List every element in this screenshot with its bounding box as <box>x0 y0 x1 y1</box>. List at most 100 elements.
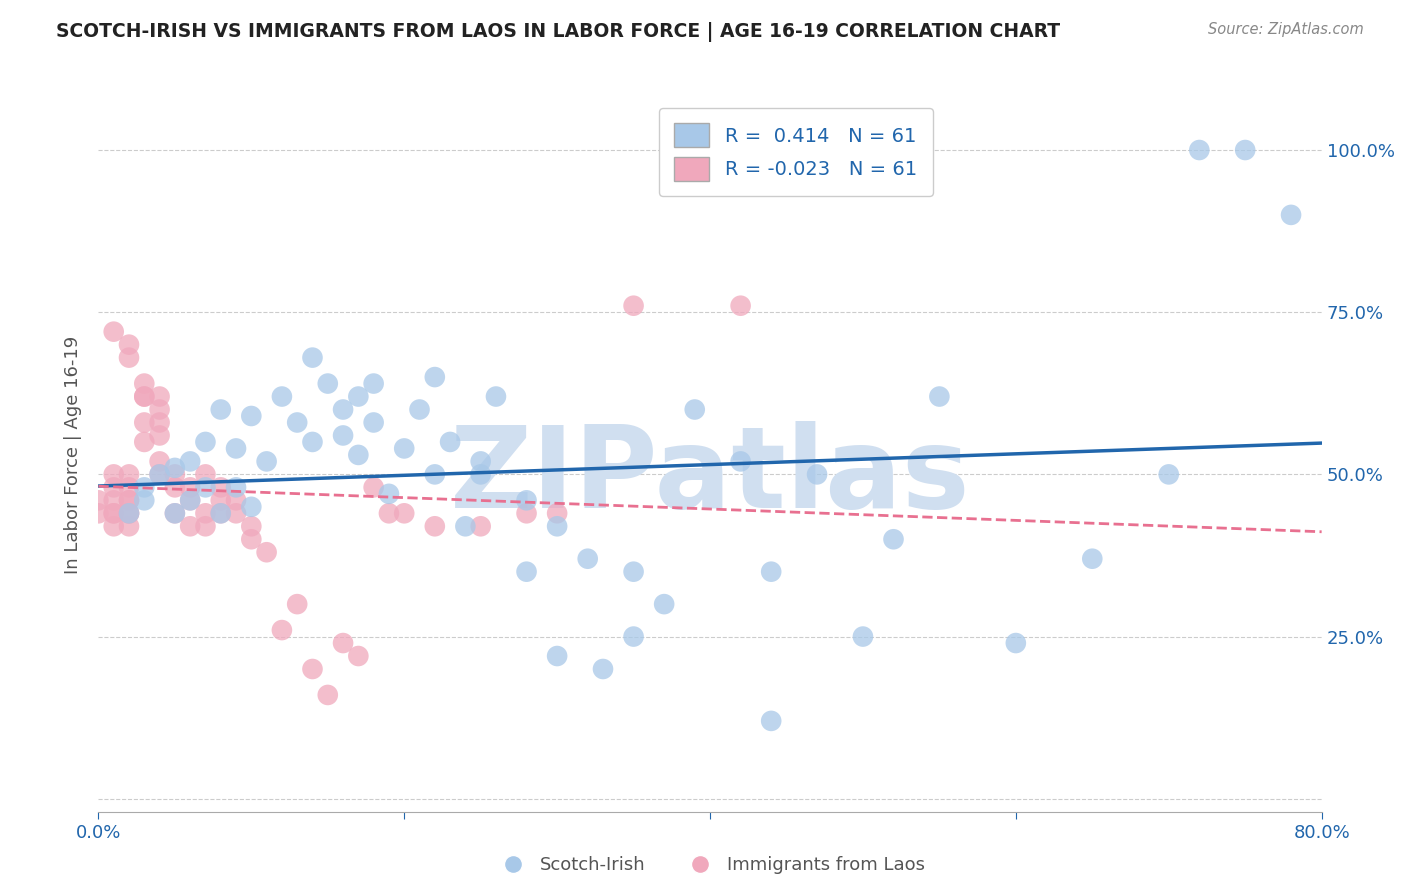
Point <box>179 454 201 468</box>
Point <box>285 597 308 611</box>
Y-axis label: In Labor Force | Age 16-19: In Labor Force | Age 16-19 <box>63 335 82 574</box>
Point <box>194 480 217 494</box>
Point <box>163 506 186 520</box>
Point <box>392 442 416 456</box>
Point <box>347 448 370 462</box>
Point <box>240 519 263 533</box>
Point <box>423 370 446 384</box>
Point <box>332 636 354 650</box>
Point <box>194 519 217 533</box>
Point <box>1004 636 1026 650</box>
Point <box>118 506 141 520</box>
Point <box>240 500 263 514</box>
Point <box>209 506 232 520</box>
Point <box>209 506 232 520</box>
Point <box>592 662 614 676</box>
Point <box>209 402 232 417</box>
Point <box>652 597 675 611</box>
Point <box>134 416 156 430</box>
Point <box>118 506 141 520</box>
Point <box>118 351 141 365</box>
Point <box>103 506 125 520</box>
Point <box>179 519 201 533</box>
Point <box>423 519 446 533</box>
Point <box>270 390 292 404</box>
Point <box>363 416 385 430</box>
Point <box>470 519 492 533</box>
Point <box>149 390 172 404</box>
Point <box>103 519 125 533</box>
Point <box>134 390 156 404</box>
Point <box>270 623 292 637</box>
Point <box>149 428 172 442</box>
Point <box>363 376 385 391</box>
Point <box>118 519 141 533</box>
Point <box>576 551 599 566</box>
Point <box>485 390 508 404</box>
Point <box>240 533 263 547</box>
Point <box>301 351 323 365</box>
Legend: Scotch-Irish, Immigrants from Laos: Scotch-Irish, Immigrants from Laos <box>488 849 932 881</box>
Point <box>363 480 385 494</box>
Point <box>240 409 263 423</box>
Point <box>378 506 401 520</box>
Point <box>118 493 141 508</box>
Point <box>103 467 125 482</box>
Point <box>347 390 370 404</box>
Point <box>806 467 828 482</box>
Point <box>179 480 201 494</box>
Point <box>194 506 217 520</box>
Point <box>194 434 217 449</box>
Point <box>392 506 416 520</box>
Point <box>301 662 323 676</box>
Point <box>163 467 186 482</box>
Point <box>759 565 782 579</box>
Text: ZIPatlas: ZIPatlas <box>450 421 970 532</box>
Point <box>408 402 430 417</box>
Point <box>134 390 156 404</box>
Point <box>225 493 247 508</box>
Point <box>546 519 568 533</box>
Point <box>225 480 247 494</box>
Point <box>103 480 125 494</box>
Point <box>470 467 492 482</box>
Point <box>454 519 477 533</box>
Point <box>623 630 645 644</box>
Point <box>256 545 278 559</box>
Text: SCOTCH-IRISH VS IMMIGRANTS FROM LAOS IN LABOR FORCE | AGE 16-19 CORRELATION CHAR: SCOTCH-IRISH VS IMMIGRANTS FROM LAOS IN … <box>56 22 1060 42</box>
Point <box>134 493 156 508</box>
Point <box>1081 551 1104 566</box>
Point <box>1157 467 1180 482</box>
Point <box>470 454 492 468</box>
Point <box>928 390 950 404</box>
Point <box>87 493 110 508</box>
Point <box>623 565 645 579</box>
Point <box>301 434 323 449</box>
Point <box>423 467 446 482</box>
Point <box>118 337 141 351</box>
Point <box>163 506 186 520</box>
Point <box>683 402 706 417</box>
Point <box>316 688 339 702</box>
Point <box>163 461 186 475</box>
Point <box>149 416 172 430</box>
Point <box>118 467 141 482</box>
Point <box>225 442 247 456</box>
Point <box>1188 143 1211 157</box>
Point <box>87 506 110 520</box>
Point <box>209 493 232 508</box>
Point <box>546 506 568 520</box>
Point <box>225 506 247 520</box>
Point <box>332 402 354 417</box>
Point <box>316 376 339 391</box>
Point <box>285 416 308 430</box>
Point <box>256 454 278 468</box>
Point <box>149 402 172 417</box>
Point <box>103 506 125 520</box>
Point <box>332 428 354 442</box>
Point <box>149 467 172 482</box>
Point <box>759 714 782 728</box>
Point <box>134 434 156 449</box>
Text: Source: ZipAtlas.com: Source: ZipAtlas.com <box>1208 22 1364 37</box>
Point <box>439 434 461 449</box>
